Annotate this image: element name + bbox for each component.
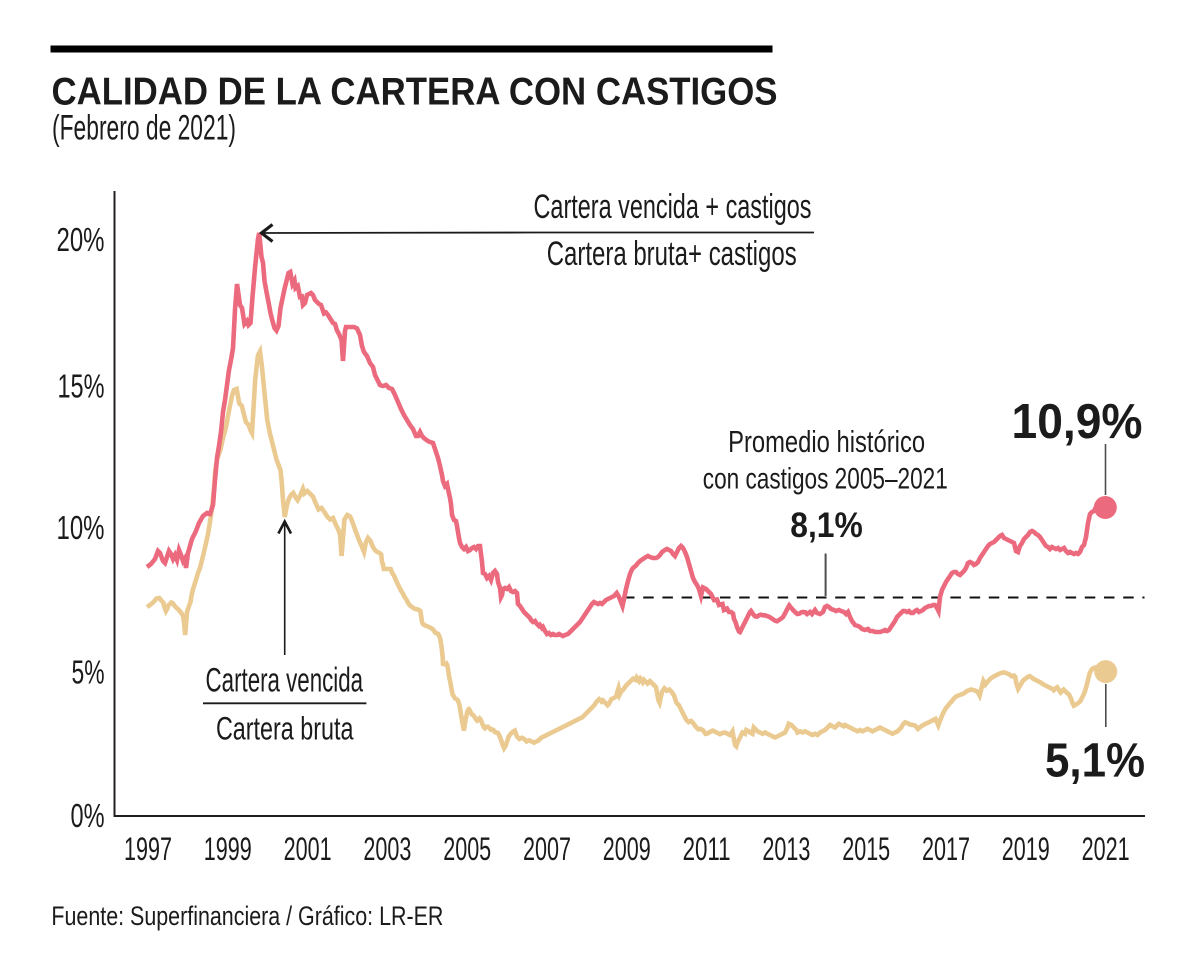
svg-text:2009: 2009 [603, 831, 651, 867]
svg-text:Cartera vencida: Cartera vencida [206, 662, 364, 700]
svg-text:CALIDAD DE LA CARTERA CON CAST: CALIDAD DE LA CARTERA CON CASTIGOS [52, 71, 778, 114]
svg-text:5,1%: 5,1% [1045, 734, 1145, 788]
svg-text:Promedio histórico: Promedio histórico [728, 425, 925, 459]
svg-text:2021: 2021 [1082, 831, 1130, 867]
svg-text:5%: 5% [72, 654, 105, 691]
svg-text:2015: 2015 [842, 831, 890, 867]
svg-text:2017: 2017 [922, 831, 970, 867]
svg-text:10%: 10% [57, 509, 105, 546]
svg-text:Cartera bruta: Cartera bruta [216, 711, 354, 747]
svg-text:(Febrero de 2021): (Febrero de 2021) [52, 109, 236, 148]
svg-text:1999: 1999 [204, 831, 252, 867]
svg-text:1997: 1997 [124, 831, 172, 867]
svg-text:Cartera bruta+ castigos: Cartera bruta+ castigos [547, 235, 797, 273]
svg-text:Cartera vencida + castigos: Cartera vencida + castigos [534, 188, 812, 226]
svg-text:con castigos 2005–2021: con castigos 2005–2021 [703, 463, 948, 496]
svg-text:2019: 2019 [1002, 831, 1050, 867]
svg-text:2001: 2001 [284, 831, 332, 867]
svg-text:10,9%: 10,9% [1012, 395, 1143, 449]
svg-text:0%: 0% [71, 797, 105, 834]
svg-text:Fuente: Superfinanciera / Gráf: Fuente: Superfinanciera / Gráfico: LR-ER [51, 901, 443, 931]
svg-text:15%: 15% [58, 368, 105, 405]
svg-text:20%: 20% [57, 221, 105, 258]
svg-text:2011: 2011 [683, 831, 731, 867]
svg-text:2005: 2005 [443, 831, 491, 867]
svg-text:2013: 2013 [762, 831, 810, 867]
svg-text:8,1%: 8,1% [790, 506, 863, 545]
svg-text:2003: 2003 [363, 831, 411, 867]
svg-text:2007: 2007 [523, 831, 571, 867]
